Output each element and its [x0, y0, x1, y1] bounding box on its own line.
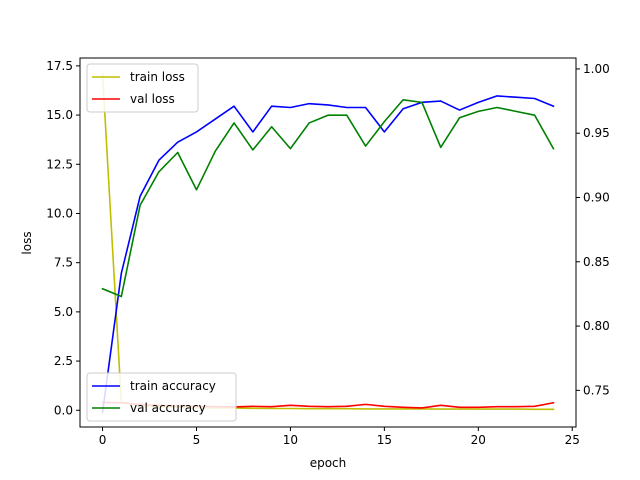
y-left-tick-label: 17.5 — [46, 59, 73, 73]
y-right-tick-label: 0.75 — [583, 383, 610, 397]
y-left-tick-label: 5.0 — [54, 305, 73, 319]
y-right-tick-label: 0.95 — [583, 126, 610, 140]
legend-entry-label: train loss — [130, 70, 185, 84]
x-tick-label: 15 — [377, 433, 392, 447]
x-axis-label: epoch — [310, 456, 347, 470]
y-right-tick-label: 0.80 — [583, 319, 610, 333]
x-tick-label: 20 — [471, 433, 486, 447]
y-axis-label-left: loss — [20, 231, 34, 254]
legends: train loss val loss train accuracy val accu… — [86, 63, 237, 422]
y-left-tick-label: 10.0 — [46, 206, 73, 220]
legend-box — [86, 372, 237, 422]
x-tick-label: 10 — [283, 433, 298, 447]
legend-box — [86, 63, 199, 113]
series-line-val-accuracy — [101, 98, 555, 298]
y-right-tick-label: 0.90 — [583, 191, 610, 205]
axis-ticks: 0 5 10 15 20 25 0.0 2.5 5.0 7.5 10.0 12.5 15.0 17.5 0.… — [46, 59, 609, 447]
series-line-train-accuracy — [101, 95, 555, 414]
y-left-tick-label: 15.0 — [46, 108, 73, 122]
y-right-tick-label: 0.85 — [583, 255, 610, 269]
y-left-tick-label: 2.5 — [54, 354, 73, 368]
legend-entry-label: val loss — [130, 92, 175, 106]
legend-entry-label: train accuracy — [130, 379, 216, 393]
legend-entry-label: val accuracy — [130, 401, 206, 415]
y-right-tick-label: 1.00 — [583, 62, 610, 76]
y-left-tick-label: 12.5 — [46, 157, 73, 171]
y-left-tick-label: 7.5 — [54, 256, 73, 270]
x-tick-label: 5 — [193, 433, 201, 447]
x-tick-label: 25 — [565, 433, 580, 447]
y-left-tick-label: 0.0 — [54, 403, 73, 417]
plot-frame — [79, 57, 577, 428]
x-tick-label: 0 — [99, 433, 107, 447]
